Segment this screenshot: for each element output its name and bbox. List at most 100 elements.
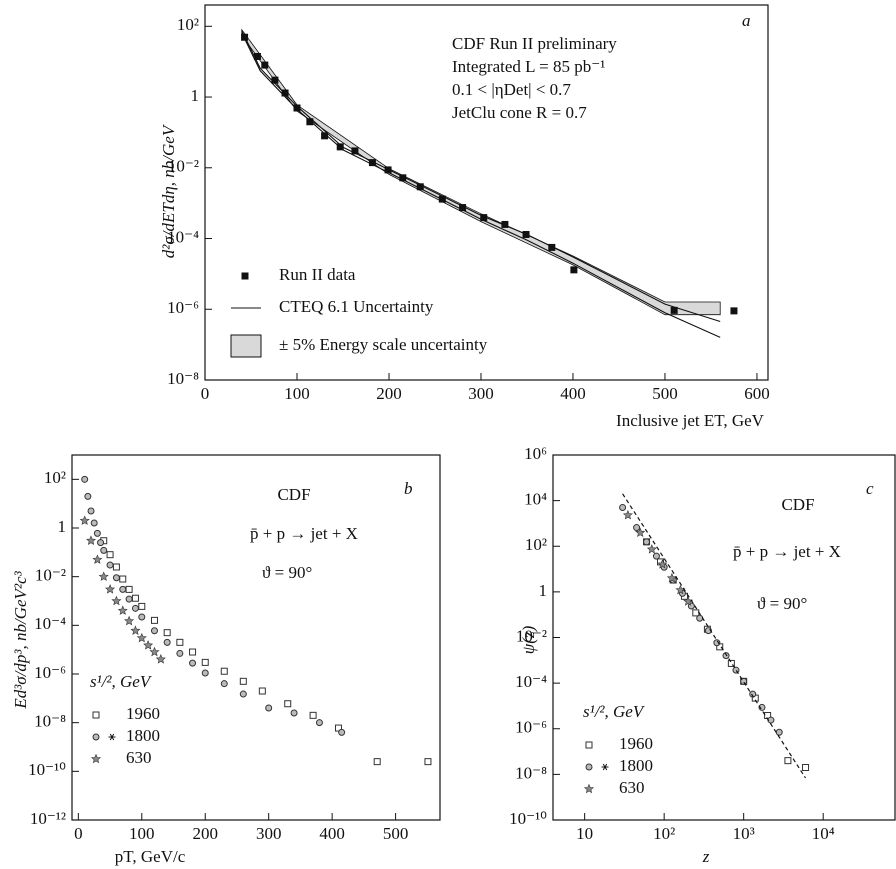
data-point <box>125 595 133 603</box>
data-point <box>106 551 114 559</box>
data-point <box>100 546 108 554</box>
data-point <box>119 575 127 583</box>
legend-label: 630 <box>619 778 645 797</box>
data-point <box>220 667 228 675</box>
data-point <box>284 700 292 708</box>
data-point <box>111 595 122 606</box>
x-tick-label: 10⁴ <box>812 824 835 843</box>
data-point <box>802 764 810 772</box>
data-point <box>501 220 509 228</box>
data-point <box>117 605 128 615</box>
data-point <box>727 659 735 667</box>
data-point <box>643 538 651 546</box>
y-tick-label: 10² <box>177 15 199 34</box>
legend-label: CTEQ 6.1 Uncertainty <box>279 297 434 316</box>
data-point <box>97 539 105 547</box>
data-point <box>124 615 135 626</box>
legend-label: 1800 <box>126 726 160 745</box>
data-point <box>130 625 141 636</box>
data-point <box>201 658 209 666</box>
x-tick-label: 100 <box>284 384 310 403</box>
data-point <box>87 507 95 515</box>
data-point <box>98 571 109 581</box>
data-point <box>271 76 279 84</box>
y-tick-label: 10⁻⁴ <box>515 672 547 691</box>
x-tick-label: 600 <box>744 384 770 403</box>
data-point <box>93 529 101 537</box>
y-tick-label: 10⁻² <box>168 157 199 176</box>
x-tick-label: 200 <box>192 824 218 843</box>
data-point <box>138 602 146 610</box>
y-tick-label: 10⁻⁴ <box>167 227 199 246</box>
y-tick-label: 1 <box>191 86 200 105</box>
data-point <box>176 638 184 646</box>
x-tick-label: 500 <box>652 384 678 403</box>
data-point <box>176 649 184 657</box>
data-point <box>265 704 273 712</box>
x-tick-label: 0 <box>74 824 83 843</box>
x-axis-title: Inclusive jet ET, GeV <box>616 411 765 430</box>
data-point <box>106 561 114 569</box>
data-point <box>155 654 166 664</box>
x-tick-label: 300 <box>256 824 282 843</box>
data-point <box>84 492 92 500</box>
data-point <box>150 627 158 635</box>
legend-symbol <box>230 334 262 358</box>
legend-title: s¹/², GeV <box>90 672 153 691</box>
annotation: ϑ = 90° <box>757 594 807 613</box>
x-tick-label: 200 <box>376 384 402 403</box>
panel-letter: c <box>866 479 874 498</box>
annotation: CDF <box>781 495 814 514</box>
data-point <box>112 574 120 582</box>
annotation: ϑ = 90° <box>262 563 312 582</box>
data-point <box>338 728 346 736</box>
data-point <box>253 52 261 60</box>
data-point <box>399 174 407 182</box>
x-tick-label: 400 <box>560 384 586 403</box>
data-point <box>652 552 660 560</box>
y-tick-label: 10⁻⁴ <box>34 614 66 633</box>
data-point <box>622 509 633 520</box>
data-point <box>81 475 89 483</box>
data-point <box>619 503 627 511</box>
data-point <box>163 629 171 637</box>
x-tick-label: 500 <box>383 824 409 843</box>
annotation: Integrated L = 85 pb⁻¹ <box>452 57 605 76</box>
data-point <box>131 604 139 612</box>
data-point <box>570 266 578 274</box>
data-point <box>384 166 392 174</box>
data-point <box>480 214 488 222</box>
data-point <box>321 132 329 140</box>
legend-label: 1960 <box>126 704 160 723</box>
data-point <box>290 709 298 717</box>
legend-symbol <box>585 741 593 749</box>
data-point <box>138 613 146 621</box>
annotation: JetClu cone R = 0.7 <box>452 103 587 122</box>
data-point <box>261 61 269 69</box>
data-point <box>459 204 467 212</box>
data-point <box>189 648 197 656</box>
data-point <box>306 118 314 126</box>
data-point <box>740 677 748 685</box>
x-tick-label: 10² <box>653 824 675 843</box>
data-point <box>646 544 657 554</box>
panel-letter: b <box>404 479 413 498</box>
legend-symbol <box>583 783 595 794</box>
data-point <box>424 758 432 766</box>
data-point <box>722 652 730 660</box>
data-point <box>86 535 97 546</box>
data-point <box>730 307 738 315</box>
x-tick-label: 100 <box>129 824 155 843</box>
legend-symbol <box>92 733 100 741</box>
data-point <box>112 563 120 571</box>
legend-label: ± 5% Energy scale uncertainty <box>279 335 488 354</box>
data-point <box>90 519 98 527</box>
data-point <box>201 669 209 677</box>
y-axis-title: ψ(z) <box>519 625 538 654</box>
data-point <box>670 306 678 314</box>
y-tick-label: 1 <box>539 581 548 600</box>
data-point <box>136 632 147 643</box>
legend-label: Run II data <box>279 265 356 284</box>
data-point <box>666 572 677 583</box>
x-axis-title: z <box>702 847 710 866</box>
